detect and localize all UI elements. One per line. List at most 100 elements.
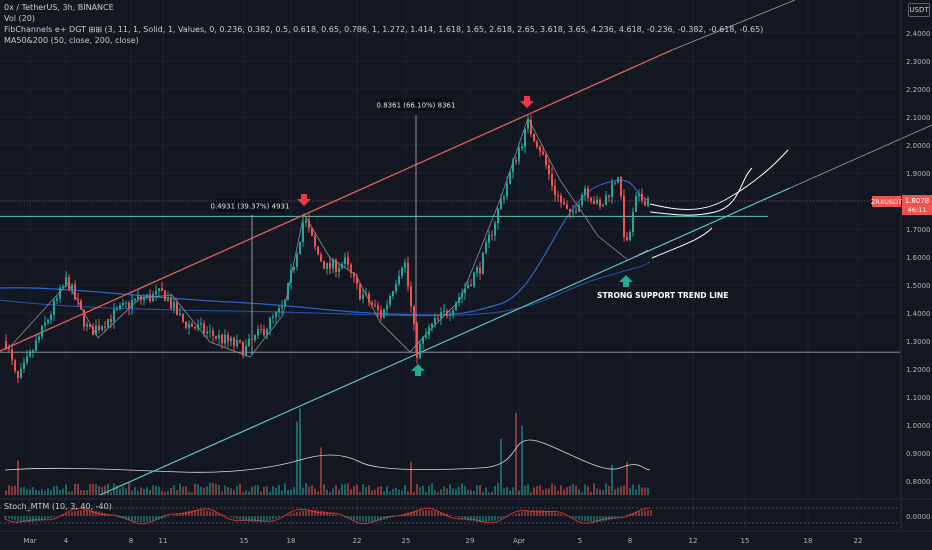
volume-bar bbox=[173, 485, 175, 495]
candle-body bbox=[86, 324, 88, 327]
candle-body bbox=[467, 284, 469, 289]
candle-body bbox=[158, 288, 160, 291]
volume-bar bbox=[302, 487, 304, 495]
stoch-bar bbox=[404, 513, 406, 516]
stoch-bar bbox=[500, 516, 502, 519]
stoch-bar bbox=[263, 516, 265, 522]
volume-bar bbox=[170, 488, 172, 495]
candle-body bbox=[515, 160, 517, 162]
candle-body bbox=[647, 198, 649, 206]
volume-bar bbox=[632, 484, 634, 495]
volume-bar bbox=[236, 485, 238, 495]
volume-bar bbox=[233, 490, 235, 495]
stoch-bar bbox=[596, 516, 598, 522]
candle-body bbox=[41, 325, 43, 337]
stoch-bar bbox=[86, 510, 88, 516]
candle-body bbox=[563, 202, 565, 205]
symbol-tag: ZRXUSDT bbox=[871, 198, 902, 206]
candle-body bbox=[470, 284, 472, 287]
candle-body bbox=[494, 223, 496, 236]
volume-bar bbox=[572, 483, 574, 495]
volume-bar bbox=[491, 491, 493, 495]
volume-bar bbox=[563, 489, 565, 495]
candle-body bbox=[278, 308, 280, 312]
stoch-bar bbox=[557, 513, 559, 516]
candle-body bbox=[221, 334, 223, 344]
candle-body bbox=[149, 294, 151, 302]
candle-body bbox=[32, 350, 34, 352]
time-tick-label: 5 bbox=[578, 537, 582, 545]
candle-body bbox=[482, 252, 484, 274]
volume-bar bbox=[146, 487, 148, 495]
candle-body bbox=[275, 311, 277, 317]
volume-bar bbox=[53, 486, 55, 495]
legend-volume: Vol (20) bbox=[4, 14, 35, 23]
volume-bar bbox=[629, 488, 631, 495]
price-tick-label: 1.9000 bbox=[906, 170, 931, 178]
stoch-bar bbox=[503, 516, 505, 518]
candle-body bbox=[290, 269, 292, 284]
stoch-bar bbox=[41, 516, 43, 521]
volume-bar bbox=[251, 486, 253, 495]
stoch-bar bbox=[173, 514, 175, 516]
candle-body bbox=[584, 188, 586, 195]
stoch-bar bbox=[260, 516, 262, 522]
stoch-bar bbox=[350, 516, 352, 520]
stoch-bar bbox=[89, 510, 91, 516]
volume-bar bbox=[458, 487, 460, 495]
stoch-bar bbox=[401, 514, 403, 516]
volume-bar bbox=[431, 483, 433, 495]
stoch-bar bbox=[221, 514, 223, 516]
stoch-bar bbox=[335, 514, 337, 516]
candle-body bbox=[533, 133, 535, 142]
candle-body bbox=[431, 323, 433, 328]
volume-bar bbox=[329, 492, 331, 495]
volume-bar bbox=[242, 492, 244, 495]
candle-body bbox=[527, 119, 529, 129]
currency-badge[interactable]: USDT bbox=[908, 3, 930, 17]
candle-body bbox=[581, 194, 583, 206]
volume-bar bbox=[155, 485, 157, 495]
candle-body bbox=[227, 334, 229, 342]
volume-bar bbox=[635, 489, 637, 495]
time-tick-label: 18 bbox=[804, 537, 813, 545]
candle-body bbox=[104, 326, 106, 328]
price-axis[interactable]: 2.4000 2.3000 2.2000 2.1000 2.0000 1.9000 1.80… bbox=[0, 0, 932, 530]
time-tick-label: 22 bbox=[353, 537, 362, 545]
candle-body bbox=[281, 306, 283, 309]
volume-bar bbox=[62, 488, 64, 495]
volume-bar bbox=[110, 492, 112, 495]
volume-bar bbox=[338, 489, 340, 495]
stoch-bar bbox=[77, 510, 79, 516]
candle-body bbox=[626, 237, 628, 241]
volume-bar bbox=[500, 438, 502, 495]
volume-bar bbox=[614, 489, 616, 495]
candle-body bbox=[389, 295, 391, 305]
stoch-bar bbox=[251, 516, 253, 522]
time-axis[interactable]: Mar 4 8 11 15 18 22 25 29 Apr 5 8 12 15 18 22 bbox=[0, 530, 932, 545]
candle-body bbox=[311, 228, 313, 236]
stoch-bar bbox=[359, 516, 361, 522]
volume-bar bbox=[611, 464, 613, 495]
volume-bar bbox=[386, 486, 388, 495]
candle-body bbox=[110, 319, 112, 323]
volume-bar bbox=[605, 483, 607, 495]
candle-body bbox=[605, 195, 607, 205]
volume-bar bbox=[308, 486, 310, 495]
candle-body bbox=[287, 283, 289, 300]
volume-bar bbox=[485, 487, 487, 495]
time-tick-label: 25 bbox=[402, 537, 411, 545]
volume-bar bbox=[317, 491, 319, 495]
candle-body bbox=[572, 210, 574, 212]
volume-bar bbox=[122, 486, 124, 495]
candle-body bbox=[59, 287, 61, 299]
volume-bar bbox=[134, 487, 136, 495]
candle-body bbox=[338, 267, 340, 272]
volume-bar bbox=[440, 489, 442, 495]
stoch-bar bbox=[287, 514, 289, 516]
stoch-bar bbox=[542, 510, 544, 516]
stoch-bar bbox=[332, 513, 334, 516]
volume-bar bbox=[353, 486, 355, 495]
stoch-bar bbox=[32, 516, 34, 522]
